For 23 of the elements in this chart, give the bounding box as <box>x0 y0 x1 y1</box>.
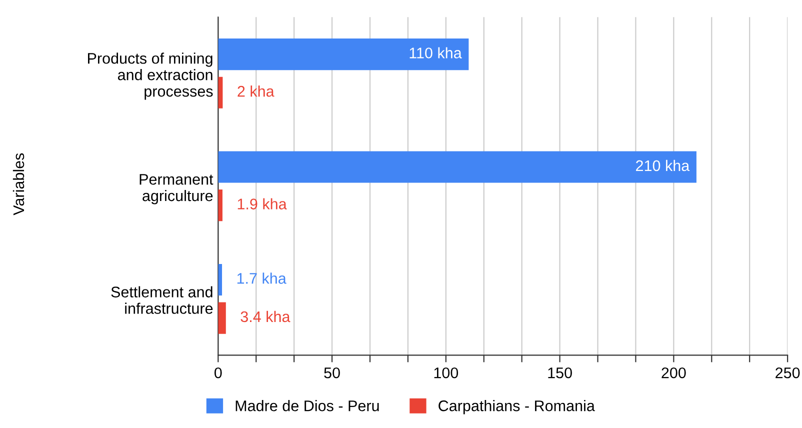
y-axis-title: Variables <box>12 153 24 216</box>
x-tick-label: 0 <box>214 367 222 378</box>
data-label: 210 kha <box>636 160 690 172</box>
x-tick-label: 100 <box>434 367 458 378</box>
bar <box>218 190 222 222</box>
bar <box>218 38 469 70</box>
x-tick-label: 200 <box>662 367 686 378</box>
x-tick-label: 150 <box>548 367 572 378</box>
data-label: 3.4 kha <box>240 310 290 322</box>
y-tick-label: Permanent agriculture <box>140 174 214 204</box>
legend-label: Carpathians - Romania <box>438 400 595 414</box>
bar <box>218 302 226 334</box>
bar <box>218 264 222 296</box>
bar <box>218 151 696 183</box>
y-tick-label: Products of mining and extraction processes <box>88 52 213 100</box>
y-tick-label: Settlement and infrastructure <box>111 286 213 314</box>
data-label: 1.9 kha <box>238 198 287 210</box>
data-label: 110 kha <box>410 47 462 58</box>
data-label: 2 kha <box>238 86 274 97</box>
x-tick-label: 250 <box>776 367 800 378</box>
x-tick-label: 50 <box>324 367 340 378</box>
data-label: 1.7 kha <box>237 272 286 284</box>
legend-label: Madre de Dios - Peru <box>236 400 379 412</box>
